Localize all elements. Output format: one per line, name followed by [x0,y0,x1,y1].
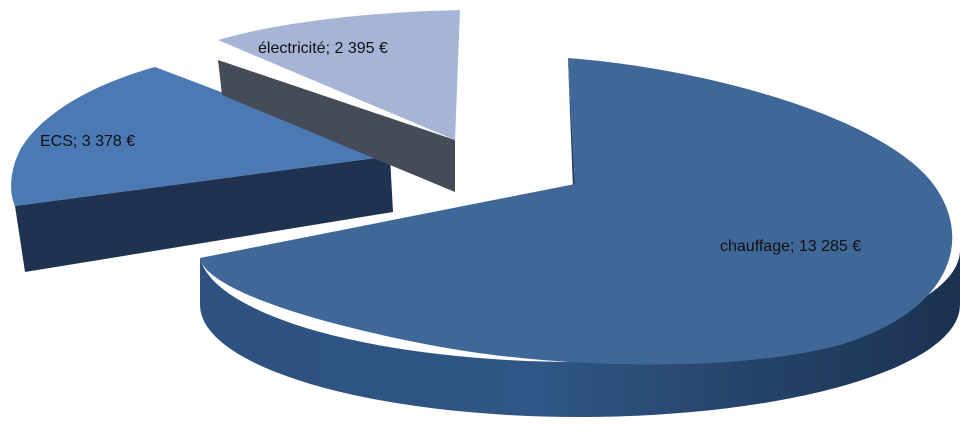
pie-slice-ecs-side [15,156,393,272]
slice-label-chauffage: chauffage; 13 285 € [720,238,861,255]
pie-slice-electricite [218,10,460,192]
slice-label-ecs: ECS; 3 378 € [40,133,135,150]
slice-label-electricite: électricité; 2 395 € [258,40,388,57]
pie-slice-ecs [11,67,393,272]
pie-slice-chauffage-top [200,58,953,365]
pie-slice-electricite-top [218,10,460,140]
pie-slice-chauffage-side [200,250,960,417]
pie-slice-ecs-top [11,67,391,206]
pie-slice-chauffage [200,58,960,417]
pie-slice-electricite-side [218,60,455,192]
